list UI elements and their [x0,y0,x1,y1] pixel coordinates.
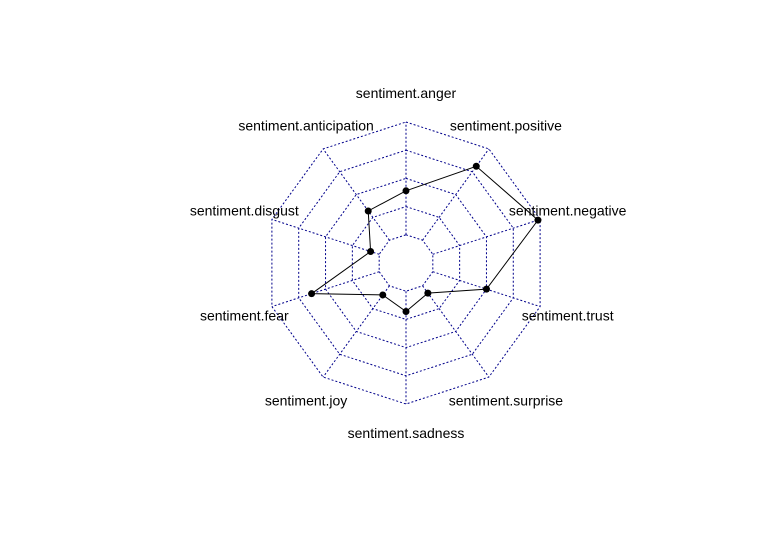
axis-label-sentiment-positive: sentiment.positive [450,117,562,133]
data-point-sentiment-sadness [402,308,410,316]
data-point-sentiment-anger [402,187,410,195]
series-line-0 [310,165,539,313]
data-point-sentiment-positive [472,162,480,170]
axis-label-sentiment-joy: sentiment.joy [265,393,347,409]
axis-label-sentiment-disgust: sentiment.disgust [190,202,299,218]
grid-spoke-7 [271,271,380,308]
grid-spoke-9 [322,148,390,241]
grid-spoke-2 [432,218,541,255]
grid-ring-2 [325,177,487,349]
grid-spoke-6 [322,285,390,378]
axis-label-sentiment-negative: sentiment.negative [509,202,627,218]
axis-label-sentiment-anticipation: sentiment.anticipation [238,117,373,133]
radar-grid [271,121,541,405]
axis-label-sentiment-anger: sentiment.anger [356,85,457,101]
axis-label-sentiment-trust: sentiment.trust [522,308,614,324]
data-point-sentiment-trust [482,285,490,293]
grid-ring-3 [298,149,514,377]
data-point-sentiment-surprise [424,289,432,297]
data-point-sentiment-fear [308,290,316,298]
axis-label-sentiment-fear: sentiment.fear [200,308,289,324]
axis-label-sentiment-sadness: sentiment.sadness [348,425,465,441]
grid-ring-0 [378,234,434,292]
radar-series [308,162,542,316]
grid-spoke-8 [271,218,380,255]
data-point-sentiment-joy [379,291,387,299]
data-point-sentiment-negative [534,216,542,224]
data-point-sentiment-anticipation [364,207,372,215]
data-point-sentiment-disgust [367,247,375,255]
grid-spoke-4 [422,285,490,378]
grid-spoke-1 [422,148,490,241]
axis-label-sentiment-surprise: sentiment.surprise [449,393,564,409]
axis-labels: sentiment.anger sentiment.positive sentime… [190,85,627,441]
grid-ring-4 [271,121,541,405]
